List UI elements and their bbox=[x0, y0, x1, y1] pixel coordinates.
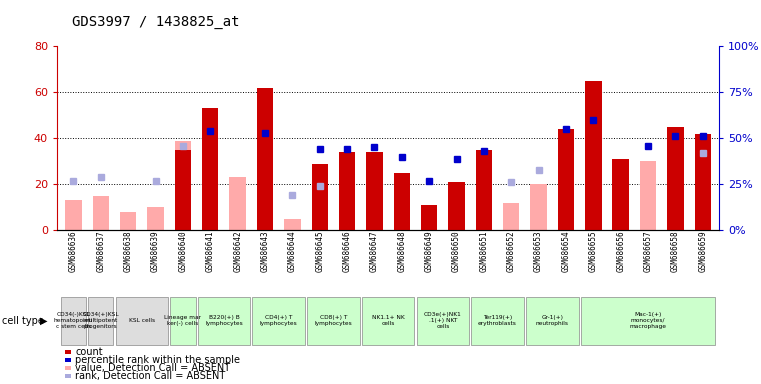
Bar bbox=[640, 161, 656, 230]
Bar bbox=[202, 108, 218, 230]
Text: GSM686640: GSM686640 bbox=[178, 230, 187, 272]
FancyBboxPatch shape bbox=[88, 297, 113, 344]
Bar bbox=[421, 205, 438, 230]
Text: GSM686650: GSM686650 bbox=[452, 230, 461, 272]
Bar bbox=[65, 200, 81, 230]
Text: GDS3997 / 1438825_at: GDS3997 / 1438825_at bbox=[72, 15, 240, 29]
Text: GSM686658: GSM686658 bbox=[671, 230, 680, 272]
Text: GSM686644: GSM686644 bbox=[288, 230, 297, 272]
Bar bbox=[476, 150, 492, 230]
Bar bbox=[311, 205, 328, 230]
Text: GSM686655: GSM686655 bbox=[589, 230, 598, 272]
Text: KSL cells: KSL cells bbox=[129, 318, 155, 323]
Bar bbox=[613, 161, 629, 230]
Text: CD3e(+)NK1
.1(+) NKT
cells: CD3e(+)NK1 .1(+) NKT cells bbox=[424, 312, 462, 329]
Text: GSM686647: GSM686647 bbox=[370, 230, 379, 272]
Bar bbox=[366, 152, 383, 230]
Bar bbox=[393, 173, 410, 230]
Bar bbox=[613, 159, 629, 230]
Bar bbox=[695, 134, 711, 230]
Text: Gr-1(+)
neutrophils: Gr-1(+) neutrophils bbox=[536, 315, 568, 326]
Text: GSM686657: GSM686657 bbox=[644, 230, 652, 272]
Text: GSM686641: GSM686641 bbox=[205, 230, 215, 272]
Text: GSM686645: GSM686645 bbox=[315, 230, 324, 272]
Text: GSM686636: GSM686636 bbox=[69, 230, 78, 272]
Text: CD8(+) T
lymphocytes: CD8(+) T lymphocytes bbox=[314, 315, 352, 326]
Text: GSM686652: GSM686652 bbox=[507, 230, 516, 272]
Text: GSM686638: GSM686638 bbox=[124, 230, 132, 272]
FancyBboxPatch shape bbox=[581, 297, 715, 344]
Text: Mac-1(+)
monocytes/
macrophage: Mac-1(+) monocytes/ macrophage bbox=[629, 312, 667, 329]
Bar bbox=[175, 141, 191, 230]
Text: GSM686659: GSM686659 bbox=[699, 230, 707, 272]
Text: GSM686643: GSM686643 bbox=[260, 230, 269, 272]
Text: GSM686651: GSM686651 bbox=[479, 230, 489, 272]
Bar bbox=[148, 207, 164, 230]
Text: GSM686639: GSM686639 bbox=[151, 230, 160, 272]
FancyBboxPatch shape bbox=[116, 297, 168, 344]
FancyBboxPatch shape bbox=[61, 297, 86, 344]
Text: GSM686649: GSM686649 bbox=[425, 230, 434, 272]
Bar bbox=[530, 184, 547, 230]
Text: cell type: cell type bbox=[2, 316, 43, 326]
Text: Ter119(+)
erythroblasts: Ter119(+) erythroblasts bbox=[478, 315, 517, 326]
Text: GSM686648: GSM686648 bbox=[397, 230, 406, 272]
FancyBboxPatch shape bbox=[170, 297, 196, 344]
Text: rank, Detection Call = ABSENT: rank, Detection Call = ABSENT bbox=[75, 371, 225, 381]
FancyBboxPatch shape bbox=[361, 297, 415, 344]
Text: ▶: ▶ bbox=[40, 316, 47, 326]
Text: Lineage mar
ker(-) cells: Lineage mar ker(-) cells bbox=[164, 315, 202, 326]
Bar bbox=[256, 88, 273, 230]
FancyBboxPatch shape bbox=[471, 297, 524, 344]
Text: GSM686642: GSM686642 bbox=[233, 230, 242, 272]
Bar bbox=[339, 152, 355, 230]
FancyBboxPatch shape bbox=[416, 297, 469, 344]
Text: CD4(+) T
lymphocytes: CD4(+) T lymphocytes bbox=[260, 315, 298, 326]
Bar bbox=[175, 150, 191, 230]
Text: count: count bbox=[75, 347, 103, 357]
Text: GSM686646: GSM686646 bbox=[342, 230, 352, 272]
FancyBboxPatch shape bbox=[198, 297, 250, 344]
Text: NK1.1+ NK
cells: NK1.1+ NK cells bbox=[371, 315, 405, 326]
Bar bbox=[585, 81, 601, 230]
Bar bbox=[284, 219, 301, 230]
Text: B220(+) B
lymphocytes: B220(+) B lymphocytes bbox=[205, 315, 243, 326]
Bar bbox=[448, 182, 465, 230]
Bar bbox=[667, 127, 683, 230]
Text: GSM686637: GSM686637 bbox=[97, 230, 105, 272]
Bar bbox=[229, 177, 246, 230]
Text: CD34(-)KSL
hematopoieti
c stem cells: CD34(-)KSL hematopoieti c stem cells bbox=[54, 312, 93, 329]
Text: GSM686654: GSM686654 bbox=[562, 230, 571, 272]
Text: GSM686653: GSM686653 bbox=[534, 230, 543, 272]
FancyBboxPatch shape bbox=[526, 297, 578, 344]
Bar bbox=[93, 196, 109, 230]
Bar bbox=[558, 129, 574, 230]
Bar bbox=[503, 203, 520, 230]
Text: percentile rank within the sample: percentile rank within the sample bbox=[75, 355, 240, 365]
FancyBboxPatch shape bbox=[253, 297, 305, 344]
Text: CD34(+)KSL
multipotent
progenitors: CD34(+)KSL multipotent progenitors bbox=[82, 312, 119, 329]
FancyBboxPatch shape bbox=[307, 297, 360, 344]
Bar bbox=[311, 164, 328, 230]
Text: value, Detection Call = ABSENT: value, Detection Call = ABSENT bbox=[75, 363, 231, 373]
Text: GSM686656: GSM686656 bbox=[616, 230, 625, 272]
Bar bbox=[120, 212, 136, 230]
